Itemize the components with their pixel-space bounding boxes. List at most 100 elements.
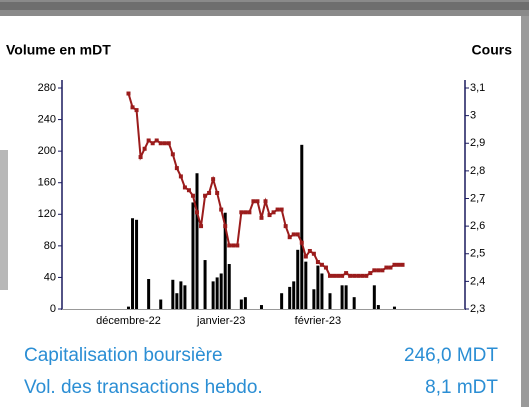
- x-tick-label: janvier-23: [196, 315, 245, 327]
- y-tick-label: 40: [44, 271, 56, 283]
- y-tick-label: 120: [38, 208, 56, 220]
- price-marker: [243, 210, 248, 215]
- price-marker: [130, 105, 135, 110]
- price-marker: [360, 273, 365, 278]
- bar: [372, 285, 376, 309]
- summary-label: Capitalisation boursière: [24, 345, 223, 366]
- price-marker: [291, 232, 296, 237]
- bar: [259, 305, 263, 309]
- bar: [159, 299, 163, 309]
- price-marker: [283, 224, 288, 229]
- price-marker: [219, 207, 224, 212]
- price-marker: [150, 141, 155, 146]
- y-tick-label: 200: [38, 145, 56, 157]
- price-marker: [400, 262, 405, 267]
- bar: [227, 264, 231, 309]
- price-marker: [356, 273, 361, 278]
- summary-value: 8,1 mDT: [425, 377, 498, 398]
- price-marker: [190, 193, 195, 198]
- price-marker: [146, 138, 151, 143]
- price-marker: [203, 193, 208, 198]
- y-tick-label: 80: [44, 240, 56, 252]
- price-marker: [134, 108, 139, 113]
- price-marker: [235, 243, 240, 248]
- price-marker: [259, 215, 264, 220]
- price-marker: [267, 213, 272, 218]
- bar: [352, 297, 356, 309]
- bar: [239, 299, 243, 309]
- price-marker: [231, 243, 236, 248]
- price-marker: [195, 210, 200, 215]
- bar: [292, 281, 296, 309]
- y2-tick-label: 2,5: [470, 248, 485, 260]
- price-marker: [380, 268, 385, 273]
- y-tick-label: 160: [38, 177, 56, 189]
- price-marker: [364, 273, 369, 278]
- right-edge: [521, 16, 529, 407]
- price-marker: [174, 166, 179, 171]
- summary-value: 246,0 MDT: [404, 345, 498, 366]
- x-tick-label: décembre-22: [96, 315, 161, 327]
- price-marker: [251, 199, 256, 204]
- bar: [392, 306, 396, 309]
- bar: [211, 281, 215, 309]
- bar: [304, 261, 308, 309]
- price-marker: [392, 262, 397, 267]
- price-marker: [323, 265, 328, 270]
- price-marker: [182, 185, 187, 190]
- price-marker: [154, 138, 159, 143]
- price-marker: [372, 268, 377, 273]
- price-marker: [327, 273, 332, 278]
- y-tick-label: 280: [38, 82, 56, 94]
- bar: [179, 281, 183, 309]
- top-stripe: [0, 2, 529, 10]
- bar: [126, 306, 130, 309]
- price-marker: [138, 155, 143, 160]
- y2-tick-label: 2,3: [470, 303, 485, 315]
- bar: [376, 305, 380, 309]
- bar: [131, 218, 135, 309]
- bar: [280, 293, 284, 309]
- bar: [328, 293, 332, 309]
- price-marker: [247, 210, 252, 215]
- bar: [320, 273, 324, 309]
- bar: [344, 285, 348, 309]
- price-marker: [396, 262, 401, 267]
- price-marker: [239, 210, 244, 215]
- price-marker: [279, 207, 284, 212]
- price-marker: [340, 273, 345, 278]
- price-marker: [287, 235, 292, 240]
- bar: [183, 285, 187, 309]
- price-marker: [255, 199, 260, 204]
- price-marker: [275, 207, 280, 212]
- price-marker: [223, 224, 228, 229]
- bar: [203, 260, 207, 309]
- bar: [175, 293, 179, 309]
- bar: [243, 297, 247, 309]
- price-marker: [376, 268, 381, 273]
- y2-tick-label: 3: [470, 110, 476, 122]
- price-marker: [126, 91, 131, 96]
- bar: [171, 279, 175, 309]
- bar: [312, 289, 316, 309]
- price-marker: [368, 271, 373, 276]
- price-marker: [186, 188, 191, 193]
- price-marker: [348, 273, 353, 278]
- price-marker: [178, 174, 183, 179]
- price-marker: [199, 224, 204, 229]
- price-marker: [307, 248, 312, 253]
- y2-tick-label: 2,4: [470, 275, 485, 287]
- y2-tick-label: 2,9: [470, 137, 485, 149]
- y-tick-label: 240: [38, 113, 56, 125]
- left-edge: [0, 150, 8, 290]
- price-marker: [142, 146, 147, 151]
- price-marker: [384, 265, 389, 270]
- bar: [223, 212, 227, 309]
- y-tick-label: 0: [50, 303, 56, 315]
- price-marker: [211, 177, 216, 182]
- bar: [135, 219, 139, 309]
- x-tick-label: février-23: [295, 315, 341, 327]
- bar: [316, 265, 320, 309]
- price-marker: [388, 265, 393, 270]
